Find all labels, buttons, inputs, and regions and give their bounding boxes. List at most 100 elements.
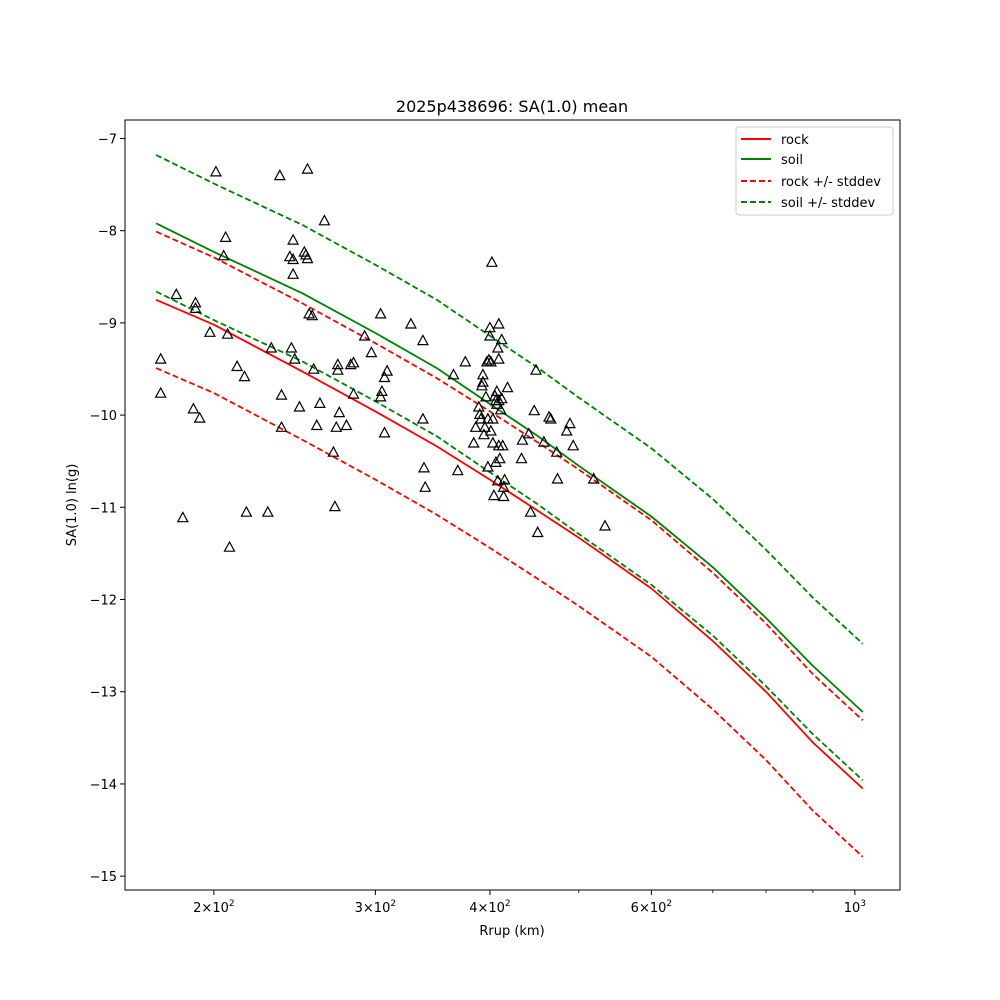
y-tick-label: −13 — [90, 686, 117, 701]
observation-point — [203, 325, 216, 337]
observation-point — [378, 426, 391, 438]
observation-point — [493, 452, 506, 464]
legend-label-soil-stddev: soil +/- stddev — [781, 196, 876, 211]
observation-point — [469, 420, 482, 432]
observation-point — [516, 433, 529, 445]
observation-point — [313, 396, 326, 408]
axis-ticks: −15 −14 −13 −12 −11 −10 −9 −8 −7 2×102 3×102 4×102 6… — [90, 132, 866, 916]
observation-point — [221, 327, 234, 339]
observation-point — [273, 169, 286, 181]
series-line-rock-stddev — [155, 230, 864, 721]
observation-point — [495, 333, 508, 345]
observation-point — [219, 230, 232, 242]
observation-point — [330, 420, 343, 432]
observation-point — [331, 358, 344, 370]
observation-point — [551, 472, 564, 484]
observation-point — [365, 346, 378, 358]
observation-point — [476, 368, 489, 380]
observation-point — [209, 165, 222, 177]
y-tick-label: −12 — [90, 594, 117, 609]
observation-point — [288, 352, 301, 364]
observation-point — [550, 445, 563, 457]
series-line-soil — [155, 222, 864, 713]
observation-point — [491, 341, 504, 353]
y-tick-label: −14 — [90, 778, 117, 793]
observation-point — [416, 334, 429, 346]
observation-point — [265, 341, 278, 353]
observation-point — [451, 464, 464, 476]
observation-point — [187, 402, 200, 414]
observation-point — [492, 394, 505, 406]
observation-point — [285, 341, 298, 353]
observation-point — [494, 403, 507, 415]
x-tick-label: 103 — [844, 899, 866, 916]
y-tick-label: −9 — [98, 317, 117, 332]
observation-point — [318, 214, 331, 226]
legend-label-soil: soil — [781, 153, 803, 168]
observation-point — [486, 436, 499, 448]
observation-point — [496, 439, 509, 451]
observation-point — [490, 384, 503, 396]
observation-point — [170, 288, 183, 300]
observation-point — [482, 353, 495, 365]
y-axis-label: SA(1.0) ln(g) — [65, 464, 80, 547]
y-tick-label: −8 — [98, 225, 117, 240]
observation-point — [193, 411, 206, 423]
observation-point — [524, 505, 537, 517]
observation-point — [492, 317, 505, 329]
axes-frame — [124, 119, 901, 891]
observation-point — [473, 407, 486, 419]
observation-point — [238, 370, 251, 382]
observation-point — [231, 359, 244, 372]
observation-point — [301, 252, 314, 264]
x-tick-label: 4×102 — [469, 899, 510, 916]
observation-point — [598, 519, 612, 531]
observation-point — [567, 439, 580, 451]
observation-point — [374, 307, 387, 319]
observation-point — [261, 505, 274, 517]
observation-point — [275, 388, 288, 400]
legend: rock soil rock +/- stddev soil +/- stdde… — [735, 126, 894, 216]
observation-point — [447, 368, 460, 380]
x-tick-label: 2×102 — [193, 899, 234, 916]
observation-point — [478, 420, 491, 432]
chart-title: 2025p438696: SA(1.0) mean — [396, 97, 628, 116]
observation-point — [154, 386, 167, 398]
observation-markers — [154, 162, 612, 552]
observation-point — [544, 412, 557, 424]
observation-point — [587, 472, 600, 484]
observation-point — [484, 424, 497, 436]
observation-point — [333, 406, 346, 418]
observation-point — [275, 420, 288, 432]
observation-point — [515, 452, 528, 464]
observation-point — [474, 412, 487, 424]
observation-point — [344, 358, 357, 370]
observation-point — [483, 329, 496, 341]
observation-point — [358, 329, 371, 341]
observation-point — [522, 427, 535, 439]
observation-point — [484, 355, 497, 367]
observation-point — [492, 352, 505, 364]
legend-label-rock: rock — [781, 133, 809, 148]
series-line-soil-stddev — [155, 290, 864, 781]
observation-point — [531, 525, 544, 538]
observation-point — [301, 162, 314, 174]
observation-point — [378, 371, 391, 383]
observation-point — [563, 417, 576, 429]
y-tick-label: −11 — [90, 501, 117, 516]
legend-label-rock-stddev: rock +/- stddev — [781, 175, 881, 190]
y-tick-label: −10 — [90, 409, 117, 424]
observation-point — [495, 392, 508, 404]
observation-point — [486, 412, 499, 424]
y-tick-label: −15 — [90, 870, 117, 885]
observation-point — [347, 356, 360, 368]
observation-point — [491, 474, 504, 486]
observation-point — [189, 296, 202, 308]
observation-point — [497, 489, 510, 502]
observation-point — [240, 505, 253, 517]
observation-point — [287, 267, 300, 279]
observation-point — [287, 233, 300, 245]
observation-point — [189, 301, 202, 313]
observation-point — [560, 424, 573, 436]
observation-point — [327, 445, 340, 457]
